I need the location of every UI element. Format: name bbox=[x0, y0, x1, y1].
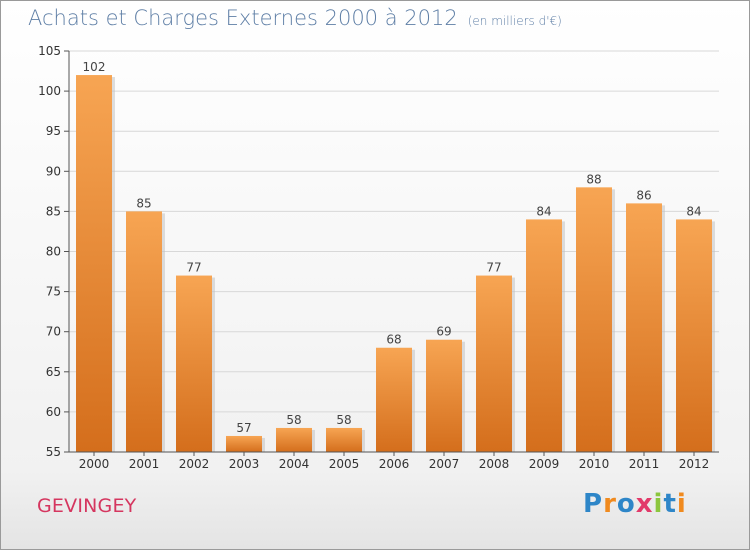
logo-letter: r bbox=[603, 489, 617, 519]
data-label: 102 bbox=[83, 60, 106, 74]
chart-title: Achats et Charges Externes 2000 à 2012 (e… bbox=[28, 6, 562, 30]
data-label: 58 bbox=[336, 413, 351, 427]
logo-letter: i bbox=[676, 489, 687, 519]
x-tick-label: 2006 bbox=[379, 457, 410, 471]
bar-2005[interactable] bbox=[326, 427, 362, 452]
y-tick-label: 80 bbox=[46, 245, 61, 259]
y-tick-label: 105 bbox=[38, 44, 61, 58]
x-tick-label: 2011 bbox=[629, 457, 660, 471]
bar-2004[interactable] bbox=[276, 427, 312, 452]
location-name: GEVINGEY bbox=[37, 495, 137, 517]
data-label: 57 bbox=[236, 421, 251, 435]
unit-text: (en milliers d'€) bbox=[467, 14, 562, 28]
y-tick-label: 75 bbox=[46, 285, 61, 299]
x-tick-label: 2007 bbox=[429, 457, 460, 471]
bar-2000[interactable] bbox=[76, 75, 112, 452]
bar-2009[interactable] bbox=[526, 219, 562, 452]
data-label: 77 bbox=[186, 261, 201, 275]
logo-letter: P bbox=[583, 489, 604, 519]
data-label: 69 bbox=[436, 325, 451, 339]
data-label: 86 bbox=[636, 188, 651, 202]
data-label: 68 bbox=[386, 333, 401, 347]
data-label: 84 bbox=[686, 204, 701, 218]
y-tick-label: 90 bbox=[46, 164, 61, 178]
y-tick-label: 95 bbox=[46, 124, 61, 138]
proxiti-logo[interactable]: Proxiti bbox=[583, 489, 687, 519]
y-tick-label: 85 bbox=[46, 204, 61, 218]
bar-2003[interactable] bbox=[226, 435, 262, 452]
x-tick-label: 2004 bbox=[279, 457, 310, 471]
x-tick-label: 2001 bbox=[129, 457, 160, 471]
x-tick-label: 2002 bbox=[179, 457, 210, 471]
x-tick-label: 2000 bbox=[79, 457, 110, 471]
bar-2010[interactable] bbox=[576, 187, 612, 452]
data-label: 77 bbox=[486, 261, 501, 275]
bar-2001[interactable] bbox=[126, 211, 162, 452]
x-tick-label: 2005 bbox=[329, 457, 360, 471]
data-label: 85 bbox=[136, 196, 151, 210]
title-text: Achats et Charges Externes 2000 à 2012 bbox=[28, 6, 458, 30]
x-tick-label: 2003 bbox=[229, 457, 260, 471]
y-tick-label: 65 bbox=[46, 365, 61, 379]
y-tick-label: 100 bbox=[38, 84, 61, 98]
y-tick-label: 60 bbox=[46, 405, 61, 419]
y-tick-label: 55 bbox=[46, 445, 61, 459]
x-tick-label: 2012 bbox=[679, 457, 710, 471]
bar-2007[interactable] bbox=[426, 339, 462, 452]
logo-letter: o bbox=[616, 489, 636, 519]
y-tick-label: 70 bbox=[46, 325, 61, 339]
x-tick-label: 2009 bbox=[529, 457, 560, 471]
data-label: 84 bbox=[536, 204, 551, 218]
data-label: 88 bbox=[586, 172, 601, 186]
data-label: 58 bbox=[286, 413, 301, 427]
bar-2008[interactable] bbox=[476, 275, 512, 452]
x-tick-label: 2010 bbox=[579, 457, 610, 471]
logo-letter: t bbox=[663, 489, 677, 519]
x-tick-label: 2008 bbox=[479, 457, 510, 471]
bar-2012[interactable] bbox=[676, 219, 712, 452]
logo-letter: i bbox=[653, 489, 664, 519]
bar-2002[interactable] bbox=[176, 275, 212, 452]
bar-2011[interactable] bbox=[626, 203, 662, 452]
bar-2006[interactable] bbox=[376, 347, 412, 452]
logo-letter: x bbox=[635, 489, 654, 519]
